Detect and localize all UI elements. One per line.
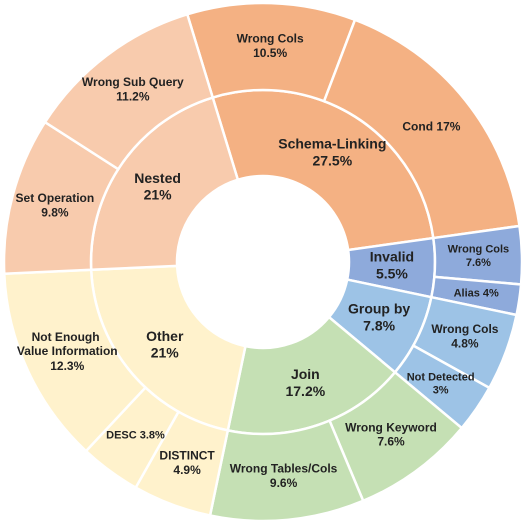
segment-name: Not Enough Value Information — [17, 330, 118, 358]
segment-value: 5.5% — [376, 265, 408, 281]
segment-value: 12.3% — [50, 359, 84, 373]
segment-name: DESC — [106, 430, 137, 442]
segment-label: DESC 3.8% — [106, 430, 165, 442]
segment-value: 10.5% — [253, 46, 287, 60]
segment-name: Group by — [348, 301, 410, 317]
segment-value: 21% — [151, 345, 180, 361]
segment-name: Schema-Linking — [278, 136, 386, 152]
segment-value: 9.8% — [41, 205, 69, 219]
segment-value: 17.2% — [285, 383, 325, 399]
segment-value: 4.8% — [451, 337, 479, 351]
segment-label: Cond 17% — [402, 120, 460, 134]
segment-label: Alias 4% — [454, 287, 499, 299]
name-line: Value Information — [17, 344, 118, 358]
segment-name: DISTINCT — [159, 449, 215, 463]
segment-name: Other — [146, 328, 184, 344]
segment-value: 21% — [144, 187, 173, 203]
segment-value: 11.2% — [116, 90, 150, 104]
segment-value: 3.8% — [140, 430, 165, 442]
segment-value: 3% — [433, 385, 449, 397]
segment-value: 27.5% — [312, 152, 352, 168]
segment-value: 7.6% — [466, 257, 491, 269]
segment-name: Alias — [454, 287, 480, 299]
segment-value: 7.6% — [377, 435, 405, 449]
outer-segment — [43, 12, 215, 171]
segment-name: Join — [291, 366, 320, 382]
segment-name: Wrong Cols — [431, 322, 498, 336]
segment-name: Invalid — [370, 249, 414, 265]
segment-name: Nested — [134, 170, 181, 186]
segment-name: Set Operation — [16, 191, 95, 205]
segment-name: Not Detected — [407, 371, 475, 383]
segment-value: 9.6% — [270, 476, 298, 490]
segment-value: 4% — [483, 287, 499, 299]
segment-name: Cond — [402, 120, 433, 134]
segment-name: Wrong Tables/Cols — [230, 461, 338, 475]
segment-name: Wrong Sub Query — [82, 75, 184, 89]
segment-value: 4.9% — [173, 463, 201, 477]
name-line: Not Enough — [32, 330, 103, 344]
segment-value: 7.8% — [363, 317, 395, 333]
segment-name: Wrong Keyword — [345, 420, 437, 434]
segment-name: Wrong Cols — [237, 32, 304, 46]
segment-value: 17% — [436, 120, 460, 134]
segment-name: Wrong Cols — [448, 244, 510, 256]
